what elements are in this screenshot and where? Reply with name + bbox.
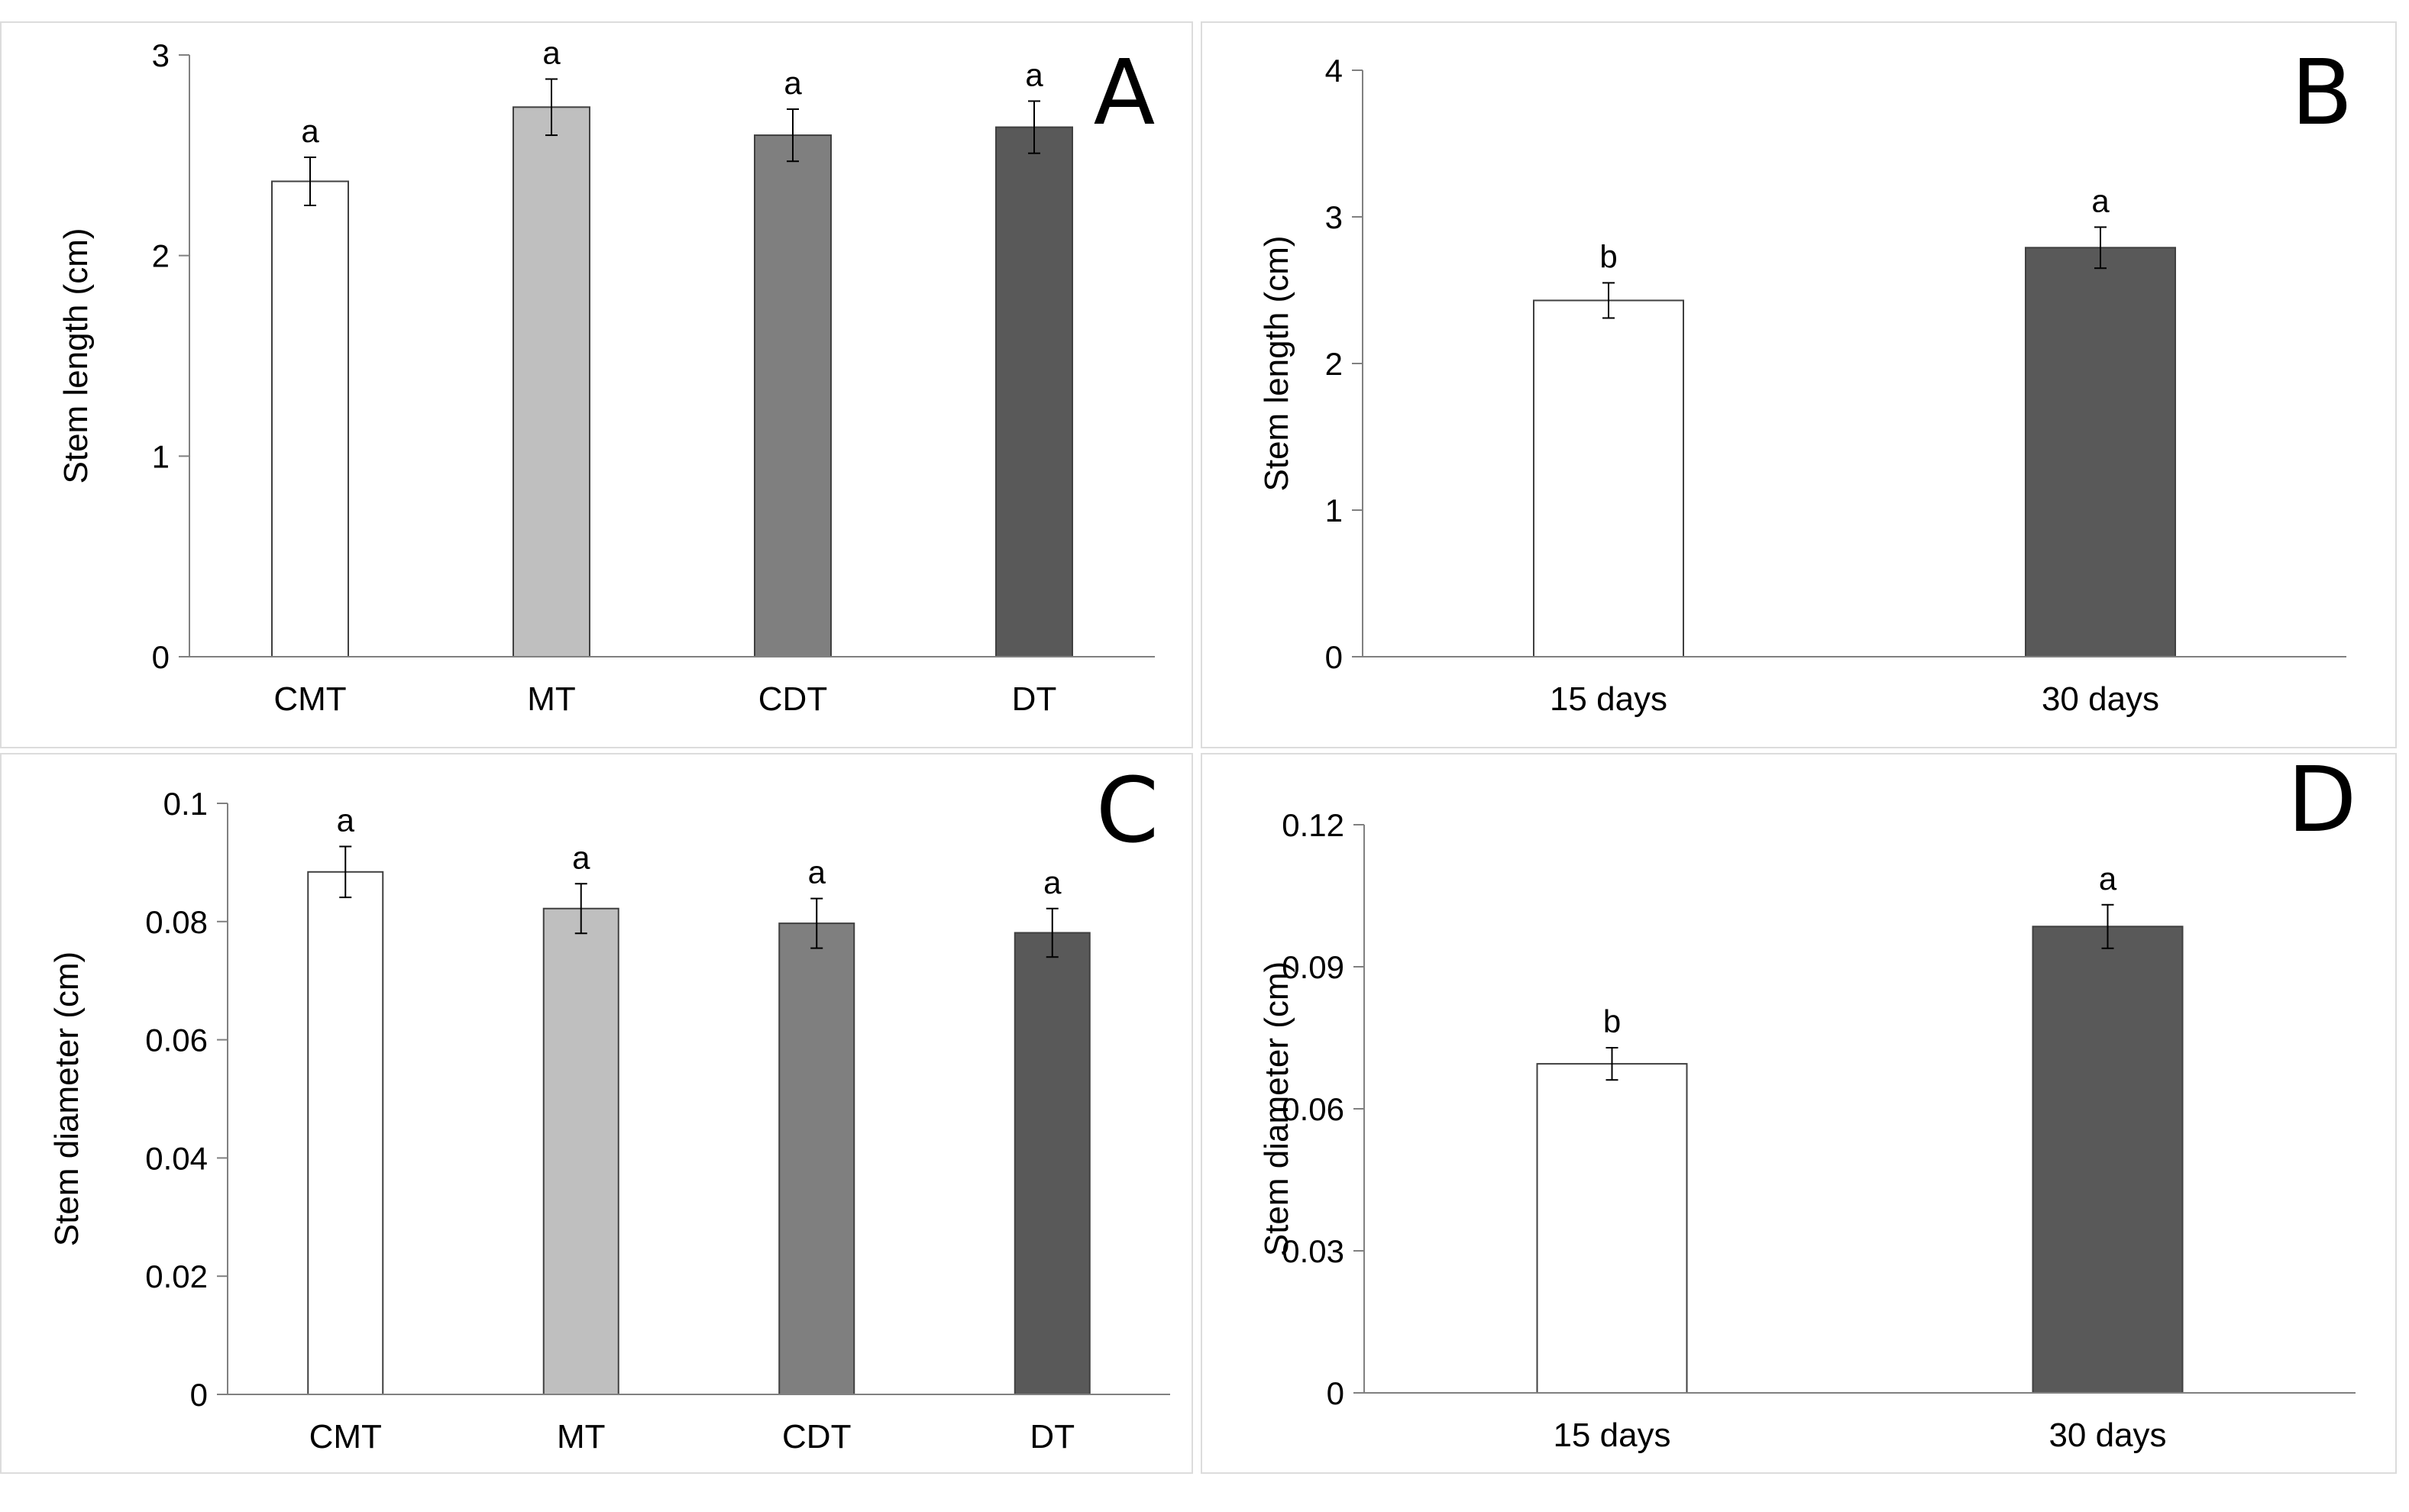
bar-b-2	[2025, 247, 2176, 657]
y-tick-label-c: 0.1	[163, 786, 208, 822]
category-label-a-4: DT	[1012, 680, 1057, 718]
category-label-b-1: 15 days	[1550, 680, 1667, 718]
significance-label-b-2: a	[2091, 183, 2110, 218]
y-tick-label-b: 1	[1325, 493, 1343, 528]
chart-d-svg: 0 0.03 0.06 0.09 0.12 b 15 days a 30 days Stem di…	[1258, 747, 2356, 1454]
y-tick-label-c: 0.08	[145, 904, 208, 940]
bar-a-3	[754, 134, 832, 658]
y-axis-title-c: Stem diameter (cm)	[48, 951, 86, 1246]
significance-label-c-4: a	[1043, 864, 1062, 900]
y-axis-title-d: Stem diameter (cm)	[1258, 961, 1295, 1256]
significance-label-a-2: a	[542, 35, 561, 71]
panel-letter-b: B	[2291, 40, 2353, 145]
significance-label-d-1: b	[1603, 1003, 1621, 1039]
significance-label-c-1: a	[337, 803, 355, 838]
y-tick-label-c: 0.02	[145, 1258, 208, 1294]
y-tick-label-a: 1	[152, 438, 170, 474]
y-tick-label-c: 0	[190, 1377, 208, 1413]
bar-b-1	[1533, 299, 1684, 657]
y-tick-label-b: 4	[1325, 53, 1343, 89]
bar-a-1	[271, 180, 349, 658]
significance-label-c-2: a	[572, 839, 590, 875]
significance-label-a-4: a	[1025, 57, 1043, 92]
y-tick-label-b: 2	[1325, 346, 1343, 382]
chart-panel-d: 0 0.03 0.06 0.09 0.12 b 15 days a 30 days Stem di…	[1201, 747, 2397, 1474]
y-tick-label-d: 0.06	[1282, 1091, 1344, 1127]
chart-a-svg: 0 1 2 3 a CMT a MT a CDT a DT Stem length (cm) A	[57, 35, 1156, 718]
category-label-c-4: DT	[1030, 1418, 1075, 1455]
chart-b-svg: 0 1 2 3 4 b 15 days a 30 days Stem length (cm) B	[1258, 40, 2353, 718]
panel-letter-d: D	[2288, 747, 2357, 852]
bar-a-2	[513, 106, 590, 657]
category-label-c-3: CDT	[782, 1418, 851, 1455]
category-label-d-2: 30 days	[2048, 1417, 2166, 1454]
bar-d-2	[2032, 926, 2184, 1394]
y-tick-label-a: 3	[152, 37, 170, 73]
bar-c-1	[307, 871, 384, 1395]
y-tick-label-d: 0.03	[1282, 1233, 1344, 1269]
significance-label-a-3: a	[784, 65, 802, 101]
significance-label-b-1: b	[1599, 238, 1617, 274]
bar-a-4	[995, 126, 1073, 657]
category-label-c-1: CMT	[309, 1418, 382, 1455]
bar-c-3	[778, 922, 855, 1395]
category-label-b-2: 30 days	[2042, 680, 2159, 718]
bar-d-1	[1536, 1063, 1688, 1394]
chart-panel-a: 0 1 2 3 a CMT a MT a CDT a DT Stem length (cm) A	[0, 21, 1193, 748]
y-tick-label-d: 0	[1327, 1375, 1344, 1411]
category-label-a-3: CDT	[758, 680, 827, 718]
category-label-a-2: MT	[527, 680, 576, 718]
panel-letter-a: A	[1094, 40, 1156, 145]
y-tick-label-d: 0.12	[1282, 807, 1344, 843]
chart-c-svg: 0 0.02 0.04 0.06 0.08 0.1 a CMT a MT a CDT a DT Stem d…	[48, 758, 1170, 1455]
y-axis-title-b: Stem length (cm)	[1258, 236, 1295, 492]
category-label-a-1: CMT	[273, 680, 346, 718]
y-tick-label-b: 3	[1325, 199, 1343, 235]
significance-label-a-1: a	[301, 113, 319, 149]
significance-label-c-3: a	[808, 855, 826, 890]
y-tick-label-a: 2	[152, 238, 170, 274]
y-tick-label-c: 0.06	[145, 1023, 208, 1058]
significance-label-d-2: a	[2099, 861, 2117, 897]
y-tick-label-b: 0	[1325, 639, 1343, 675]
y-axis-title-a: Stem length (cm)	[57, 228, 95, 484]
category-label-d-1: 15 days	[1553, 1417, 1670, 1454]
chart-panel-c: 0 0.02 0.04 0.06 0.08 0.1 a CMT a MT a CDT a DT Stem d…	[0, 753, 1193, 1474]
chart-panel-b: 0 1 2 3 4 b 15 days a 30 days Stem length (cm) B	[1201, 21, 2397, 748]
bar-c-4	[1014, 932, 1091, 1396]
y-tick-label-d: 0.09	[1282, 949, 1344, 985]
y-tick-label-c: 0.04	[145, 1140, 208, 1176]
bar-c-2	[542, 907, 619, 1396]
category-label-c-2: MT	[557, 1418, 606, 1455]
y-tick-label-a: 0	[152, 639, 170, 675]
panel-letter-c: C	[1096, 758, 1159, 863]
